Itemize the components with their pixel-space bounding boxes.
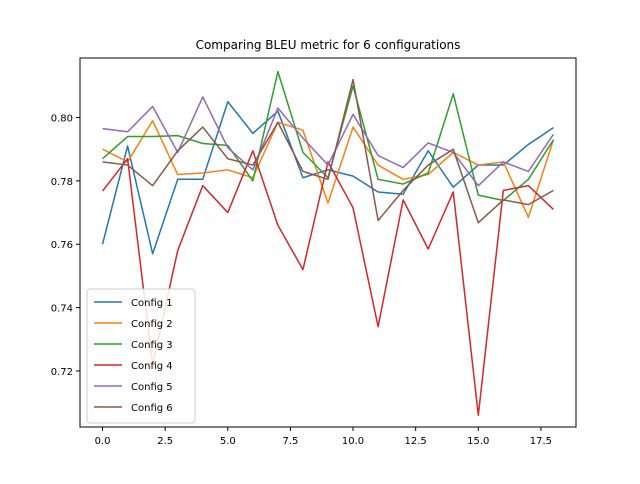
x-tick-label: 10.0 (342, 436, 364, 447)
series-lines (101, 70, 555, 417)
series-line (101, 150, 554, 417)
y-tick-label: 0.78 (51, 177, 73, 188)
series-line (102, 78, 554, 224)
chart-title: Comparing BLEU metric for 6 configuratio… (196, 38, 461, 52)
legend-label: Config 2 (131, 319, 173, 330)
legend-label: Config 3 (131, 340, 173, 351)
x-tick-label: 7.5 (282, 436, 298, 447)
legend-label: Config 6 (131, 403, 173, 414)
x-tick-label: 5.0 (220, 436, 236, 447)
legend-label: Config 1 (131, 298, 173, 309)
y-tick-label: 0.80 (51, 114, 73, 125)
y-tick-label: 0.74 (51, 304, 73, 315)
x-axis: 0.0 2.5 5.0 7.5 10.0 12.5 15.0 17.5 (95, 427, 552, 447)
legend: Config 1 Config 2 Config 3 Config 4 Config 5… (86, 288, 196, 424)
x-tick-label: 17.5 (530, 436, 552, 447)
x-tick-label: 2.5 (157, 436, 173, 447)
y-tick-label: 0.72 (51, 367, 73, 378)
series-line (102, 119, 555, 219)
x-tick-label: 15.0 (467, 436, 489, 447)
plot-frame (79, 57, 577, 428)
y-axis: 0.72 0.74 0.76 0.78 0.80 (51, 114, 80, 378)
legend-label: Config 5 (131, 382, 173, 393)
x-tick-label: 12.5 (405, 436, 427, 447)
y-tick-label: 0.76 (51, 240, 73, 251)
x-tick-label: 0.0 (95, 436, 111, 447)
series-line (102, 96, 555, 187)
legend-label: Config 4 (131, 361, 173, 372)
